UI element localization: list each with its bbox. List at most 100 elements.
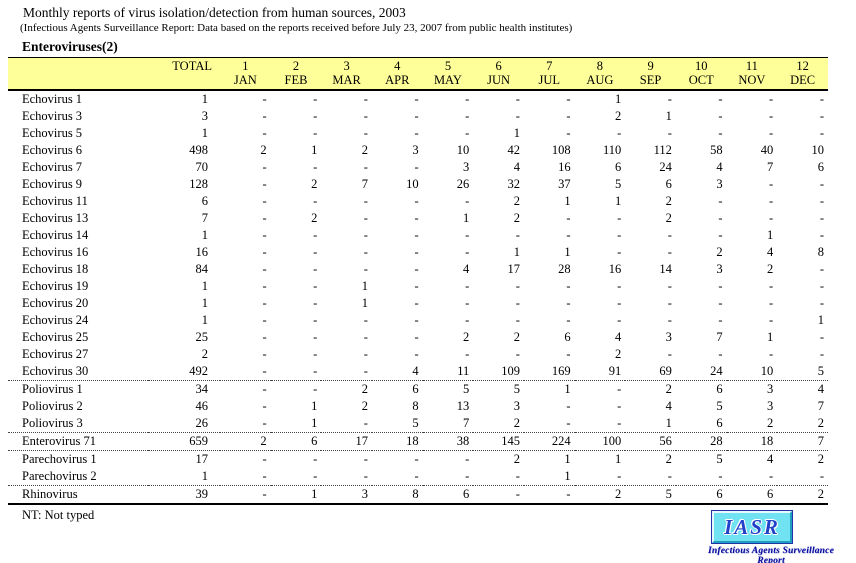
row-value: - [262,364,267,378]
row-value: - [566,399,571,413]
row-value: 3 [513,399,520,413]
row-label: Poliovirus 1 [8,380,148,398]
row-value: 11 [457,364,470,378]
row-label: Poliovirus 3 [22,416,83,430]
row-value: - [465,296,470,310]
row-value: - [414,347,419,361]
row-value: - [718,469,723,483]
header-month-mar: 3 MAR [321,57,372,91]
row-value: - [566,279,571,293]
row-value: - [515,347,520,361]
row-value: - [363,469,368,483]
row-value: - [523,485,575,504]
virus-report-table: TOTAL 1 JAN 2 FEB 3 MAR 4 APR 5 MAY 6 JUN 7 JUL 8 AUG 9 S… [8,57,828,505]
row-value: - [220,380,271,398]
row-value: - [667,228,672,242]
row-total: 128 [189,177,208,191]
table-row: Echovirus 16 16 - - - - - 1 1 - - 2 4 8 [8,244,828,261]
row-label: Echovirus 24 [22,313,89,327]
row-value: 1 [311,399,318,413]
table-row: Echovirus 11 6 - - - - - 2 1 1 2 - - - [8,193,828,210]
row-value: 4 [716,160,723,174]
row-total: 26 [195,416,209,430]
row-value: - [515,279,520,293]
row-value: - [566,92,571,106]
row-value: 2 [513,194,520,208]
row-label: Echovirus 19 [22,279,89,293]
row-value: 8 [371,485,423,504]
section-title: Enteroviruses(2) [22,39,118,54]
row-value: - [321,450,372,468]
row-value: 6 [615,160,622,174]
header-month-dec: 12 DEC [777,57,828,91]
row-label: Echovirus 5 [22,126,83,140]
row-value: 7 [361,177,368,191]
iasr-logo-button[interactable]: IASR [712,511,792,543]
row-value: 2 [615,347,622,361]
row-value: - [371,450,423,468]
row-value: 10 [811,143,825,157]
row-value: 1 [513,126,520,140]
row-value: 58 [710,143,723,157]
row-value: - [262,416,267,430]
row-value: 5 [615,177,622,191]
table-row: Echovirus 3 3 - - - - - - - 2 1 - - - [8,108,828,125]
row-value: - [414,160,419,174]
row-total: 1 [201,296,208,310]
row-value: 7 [716,330,723,344]
row-value: - [313,92,318,106]
header-spacer [8,57,148,91]
row-value: - [363,194,368,208]
header-month-feb: 2 FEB [270,57,322,91]
row-value: - [465,469,470,483]
row-value: 112 [653,143,672,157]
row-total: 492 [189,364,208,378]
row-value: 8 [412,399,419,413]
row-value: 24 [659,160,672,174]
row-value: 3 [665,330,672,344]
row-value: - [465,228,470,242]
row-value: - [363,313,368,327]
row-value: 2 [766,416,774,430]
row-value: - [718,347,723,361]
row-value: - [769,109,774,123]
row-value: 1 [270,485,322,504]
row-label: Enterovirus 71 [8,432,148,451]
row-value: - [566,347,571,361]
row-total: 39 [148,485,220,504]
row-value: 5 [817,364,824,378]
row-value: 18 [726,432,778,451]
row-total: 1 [201,228,208,242]
row-value: - [270,380,322,398]
row-total: 1 [201,313,208,327]
row-value: - [313,109,318,123]
row-value: 145 [473,432,524,451]
row-value: 100 [574,432,626,451]
row-value: 8 [817,245,824,259]
row-value: 13 [456,399,470,413]
row-value: - [414,313,419,327]
row-value: 6 [270,432,322,451]
row-value: 38 [422,432,474,451]
row-value: 10 [760,364,774,378]
row-value: 91 [608,364,622,378]
row-value: 2 [625,380,676,398]
row-value: 17 [321,432,372,451]
table-row: Echovirus 13 7 - 2 - - 1 2 - - 2 - - - [8,210,828,227]
row-label: Echovirus 7 [22,160,83,174]
row-value: - [262,330,267,344]
row-value: - [262,194,267,208]
row-value: - [617,228,622,242]
row-value: - [769,211,774,225]
row-value: - [718,296,723,310]
row-value: - [363,92,368,106]
row-value: 6 [675,380,727,398]
row-value: - [667,313,672,327]
row-value: 1 [564,245,571,259]
row-total: 1 [201,92,208,106]
row-value: - [718,313,723,327]
header-total: TOTAL [148,57,220,91]
row-value: 42 [507,143,520,157]
row-value: 1 [361,296,368,310]
row-value: - [262,279,267,293]
